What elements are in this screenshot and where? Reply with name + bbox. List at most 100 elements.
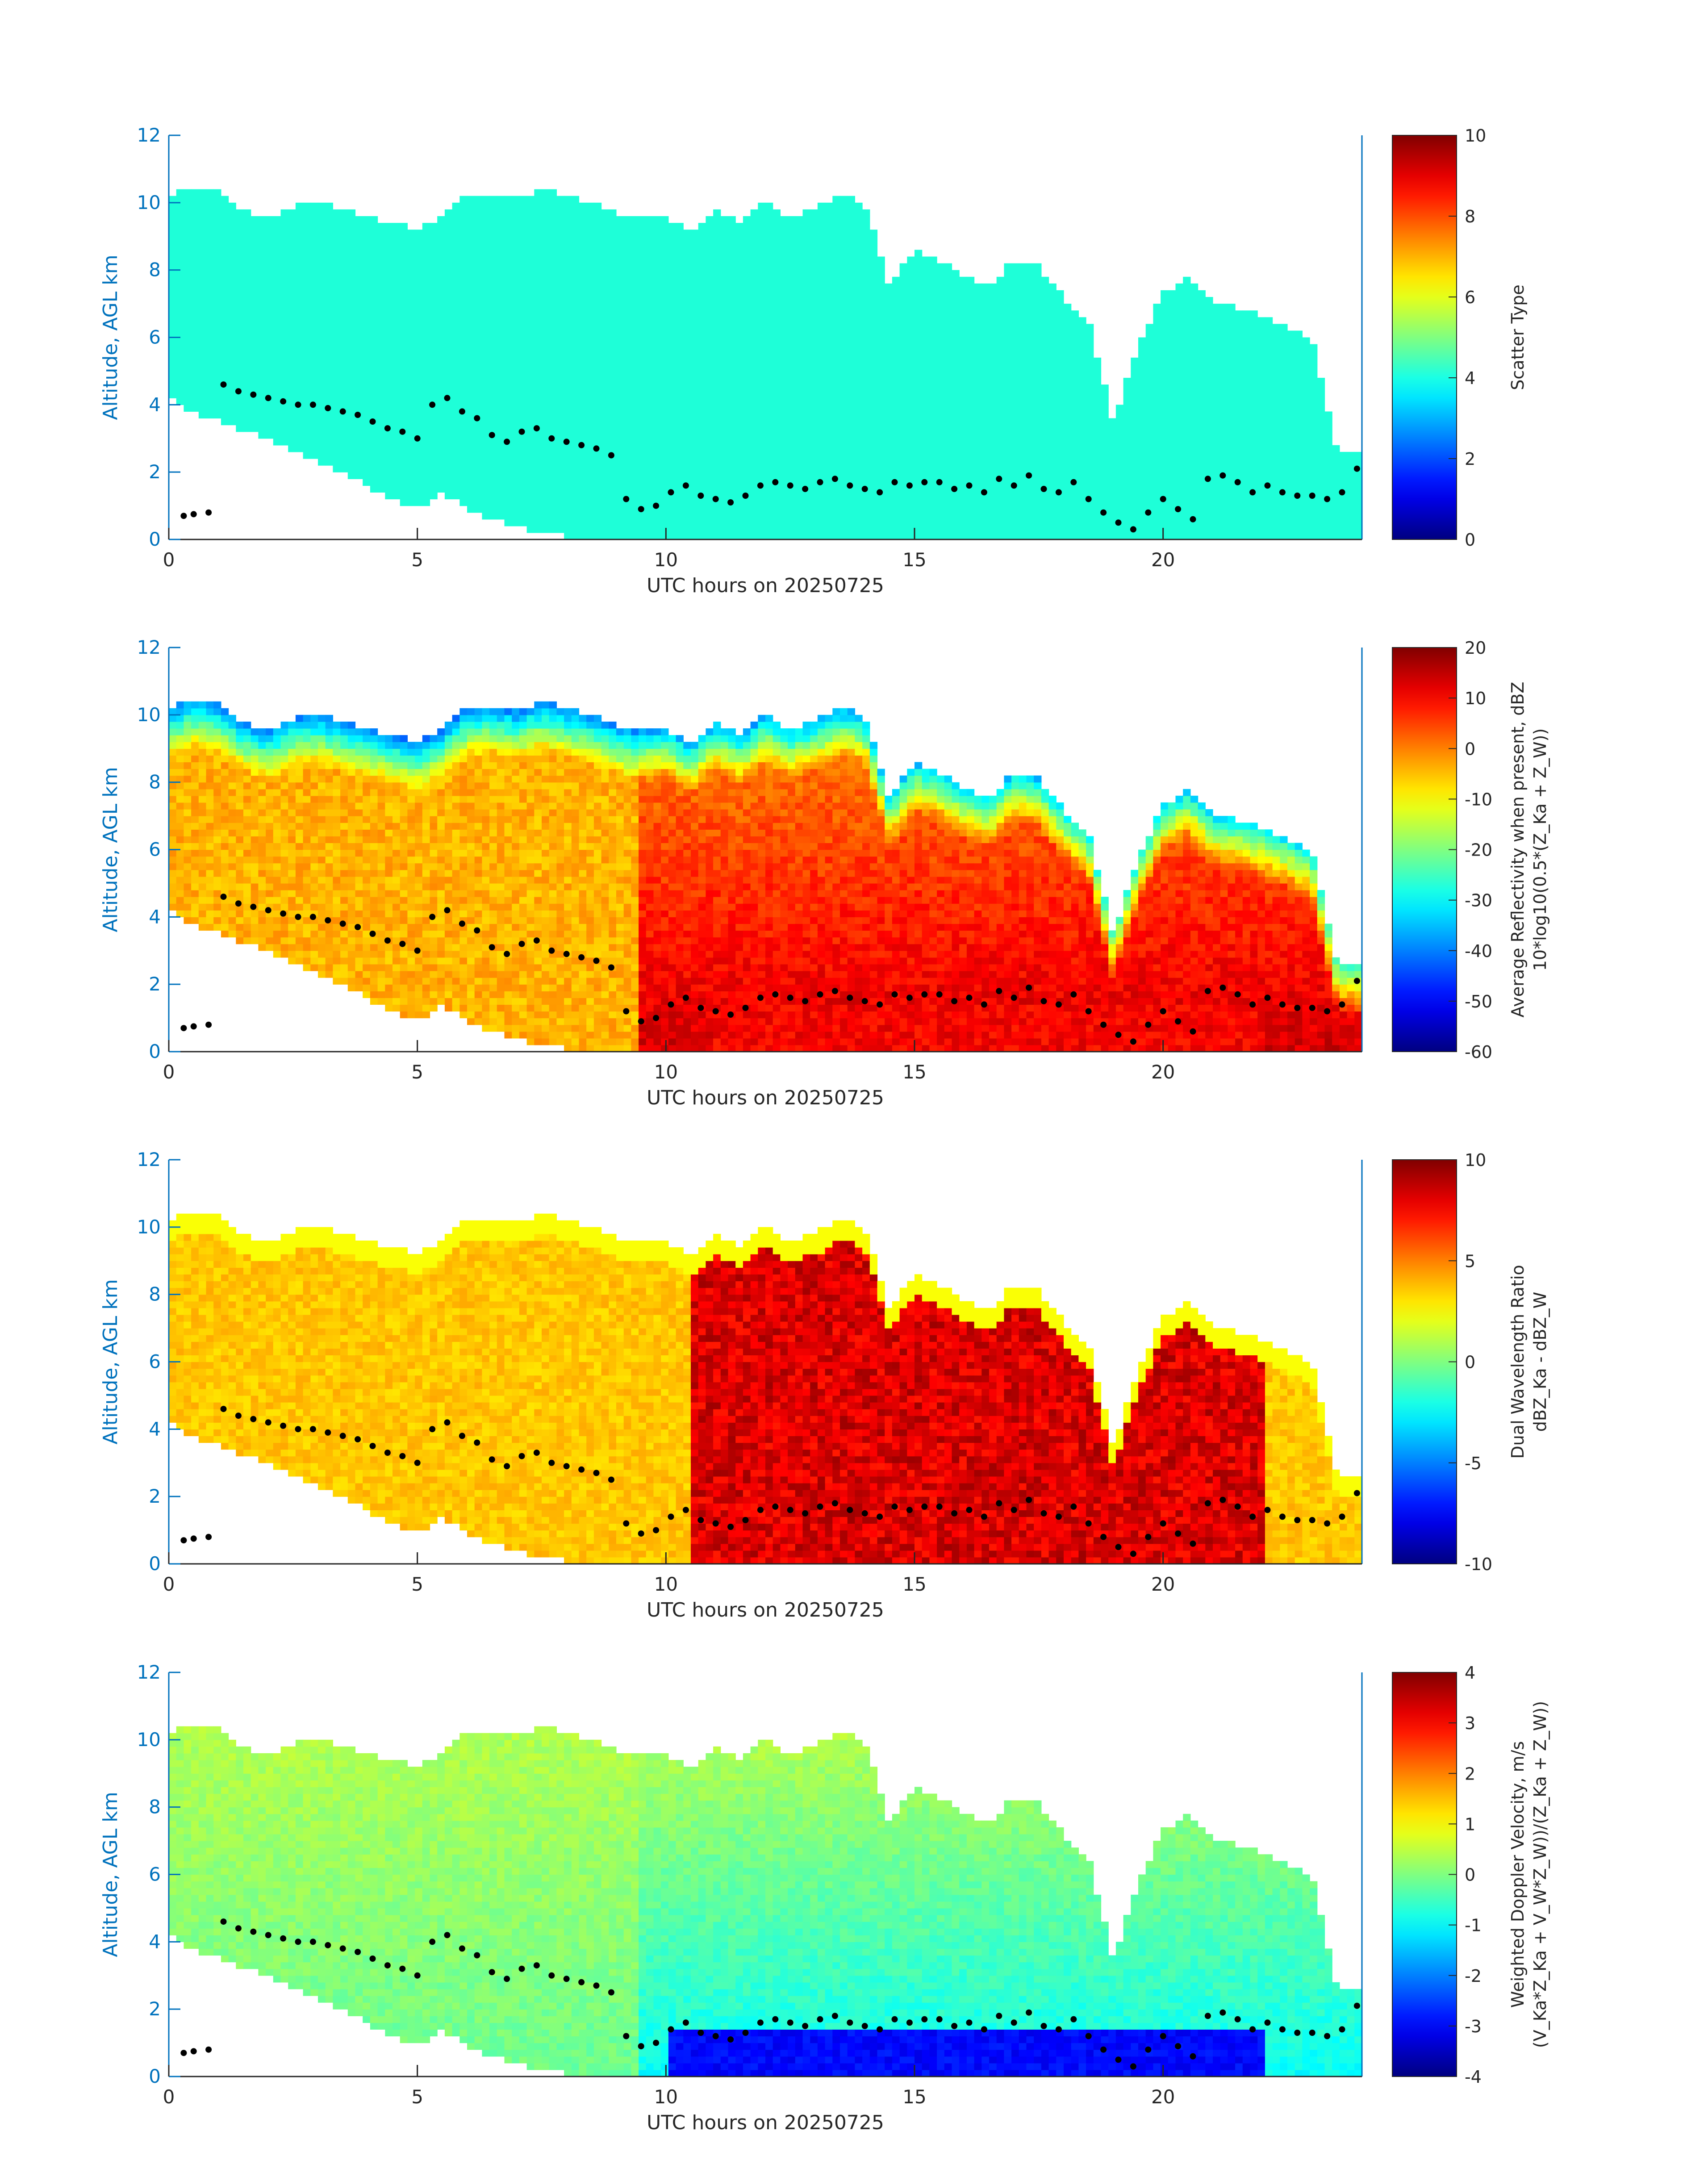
heatmap-cell — [176, 216, 184, 223]
heatmap-cell — [534, 358, 542, 365]
heatmap-cell — [661, 459, 668, 466]
heatmap-cell — [400, 263, 408, 271]
heatmap-cell — [310, 452, 318, 459]
heatmap-cell — [907, 257, 915, 264]
heatmap-cell — [848, 499, 855, 506]
heatmap-cell — [773, 506, 781, 513]
heatmap-cell — [213, 384, 221, 392]
heatmap-cell — [609, 304, 616, 311]
heatmap-cell — [475, 230, 482, 237]
heatmap-cell — [594, 533, 601, 540]
heatmap-cell — [758, 519, 765, 526]
heatmap-cell — [922, 499, 930, 506]
heatmap-cell — [176, 189, 184, 196]
heatmap-cell — [601, 304, 609, 311]
heatmap-cell — [698, 310, 706, 318]
heatmap-cell — [572, 243, 579, 250]
heatmap-cell — [780, 236, 788, 243]
heatmap-cell — [900, 371, 907, 378]
heatmap-cell — [303, 324, 311, 331]
heatmap-cell — [452, 290, 460, 297]
heatmap-cell — [997, 277, 1004, 284]
heatmap-cell — [370, 445, 378, 452]
heatmap-cell — [251, 411, 259, 418]
heatmap-cell — [288, 330, 296, 338]
heatmap-cell — [997, 330, 1004, 338]
heatmap-cell — [780, 445, 788, 452]
heatmap-cell — [318, 216, 326, 223]
heatmap-cell — [534, 364, 542, 372]
heatmap-cell — [691, 250, 698, 257]
heatmap-cell — [467, 425, 475, 432]
heatmap-cell — [758, 445, 765, 452]
heatmap-cell — [818, 425, 825, 432]
heatmap-cell — [907, 304, 915, 311]
heatmap-cell — [556, 330, 564, 338]
heatmap-cell — [915, 398, 922, 405]
heatmap-cell — [616, 533, 624, 540]
heatmap-cell — [430, 284, 438, 291]
heatmap-cell — [601, 418, 609, 426]
heatmap-cell — [221, 405, 229, 412]
heatmap-cell — [415, 371, 422, 378]
heatmap-cell — [378, 384, 385, 392]
heatmap-cell — [586, 223, 594, 230]
heatmap-cell — [601, 277, 609, 284]
heatmap-cell — [698, 236, 706, 243]
heatmap-cell — [855, 344, 862, 351]
heatmap-cell — [848, 513, 855, 520]
heatmap-cell — [288, 317, 296, 324]
heatmap-cell — [206, 364, 214, 372]
heatmap-cell — [437, 405, 445, 412]
heatmap-cell — [303, 344, 311, 351]
heatmap-cell — [586, 203, 594, 210]
heatmap-cell — [616, 310, 624, 318]
heatmap-cell — [213, 270, 221, 277]
heatmap-cell — [832, 432, 840, 439]
heatmap-cell — [169, 196, 176, 203]
heatmap-cell — [288, 284, 296, 291]
heatmap-cell — [556, 479, 564, 486]
heatmap-cell — [579, 290, 587, 297]
heatmap-cell — [415, 405, 422, 412]
heatmap-cell — [363, 277, 370, 284]
heatmap-cell — [974, 432, 982, 439]
heatmap-cell — [810, 411, 818, 418]
heatmap-cell — [184, 378, 191, 385]
heatmap-cell — [303, 203, 311, 210]
heatmap-cell — [445, 445, 452, 452]
heatmap-cell — [721, 418, 728, 426]
heatmap-cell — [266, 358, 273, 365]
heatmap-cell — [199, 358, 206, 365]
heatmap-cell — [363, 223, 370, 230]
heatmap-cell — [825, 317, 833, 324]
heatmap-cell — [415, 230, 422, 237]
heatmap-cell — [407, 378, 415, 385]
heatmap-cell — [915, 472, 922, 479]
heatmap-cell — [452, 418, 460, 426]
heatmap-cell — [243, 358, 251, 365]
heatmap-cell — [1019, 378, 1027, 385]
heatmap-cell — [937, 519, 944, 526]
heatmap-cell — [355, 330, 363, 338]
heatmap-cell — [579, 277, 587, 284]
heatmap-cell — [1019, 445, 1027, 452]
heatmap-cell — [937, 513, 944, 520]
heatmap-cell — [489, 398, 497, 405]
heatmap-cell — [363, 304, 370, 311]
heatmap-cell — [579, 209, 587, 217]
heatmap-cell — [676, 371, 684, 378]
heatmap-cell — [519, 405, 527, 412]
heatmap-cell — [191, 230, 199, 237]
heatmap-cell — [229, 351, 236, 358]
heatmap-cell — [848, 338, 855, 345]
heatmap-cell — [505, 398, 512, 405]
heatmap-cell — [572, 439, 579, 446]
heatmap-cell — [452, 338, 460, 345]
heatmap-cell — [489, 452, 497, 459]
heatmap-cell — [728, 472, 736, 479]
heatmap-cell — [572, 230, 579, 237]
heatmap-cell — [848, 257, 855, 264]
heatmap-cell — [243, 391, 251, 398]
heatmap-cell — [743, 338, 751, 345]
